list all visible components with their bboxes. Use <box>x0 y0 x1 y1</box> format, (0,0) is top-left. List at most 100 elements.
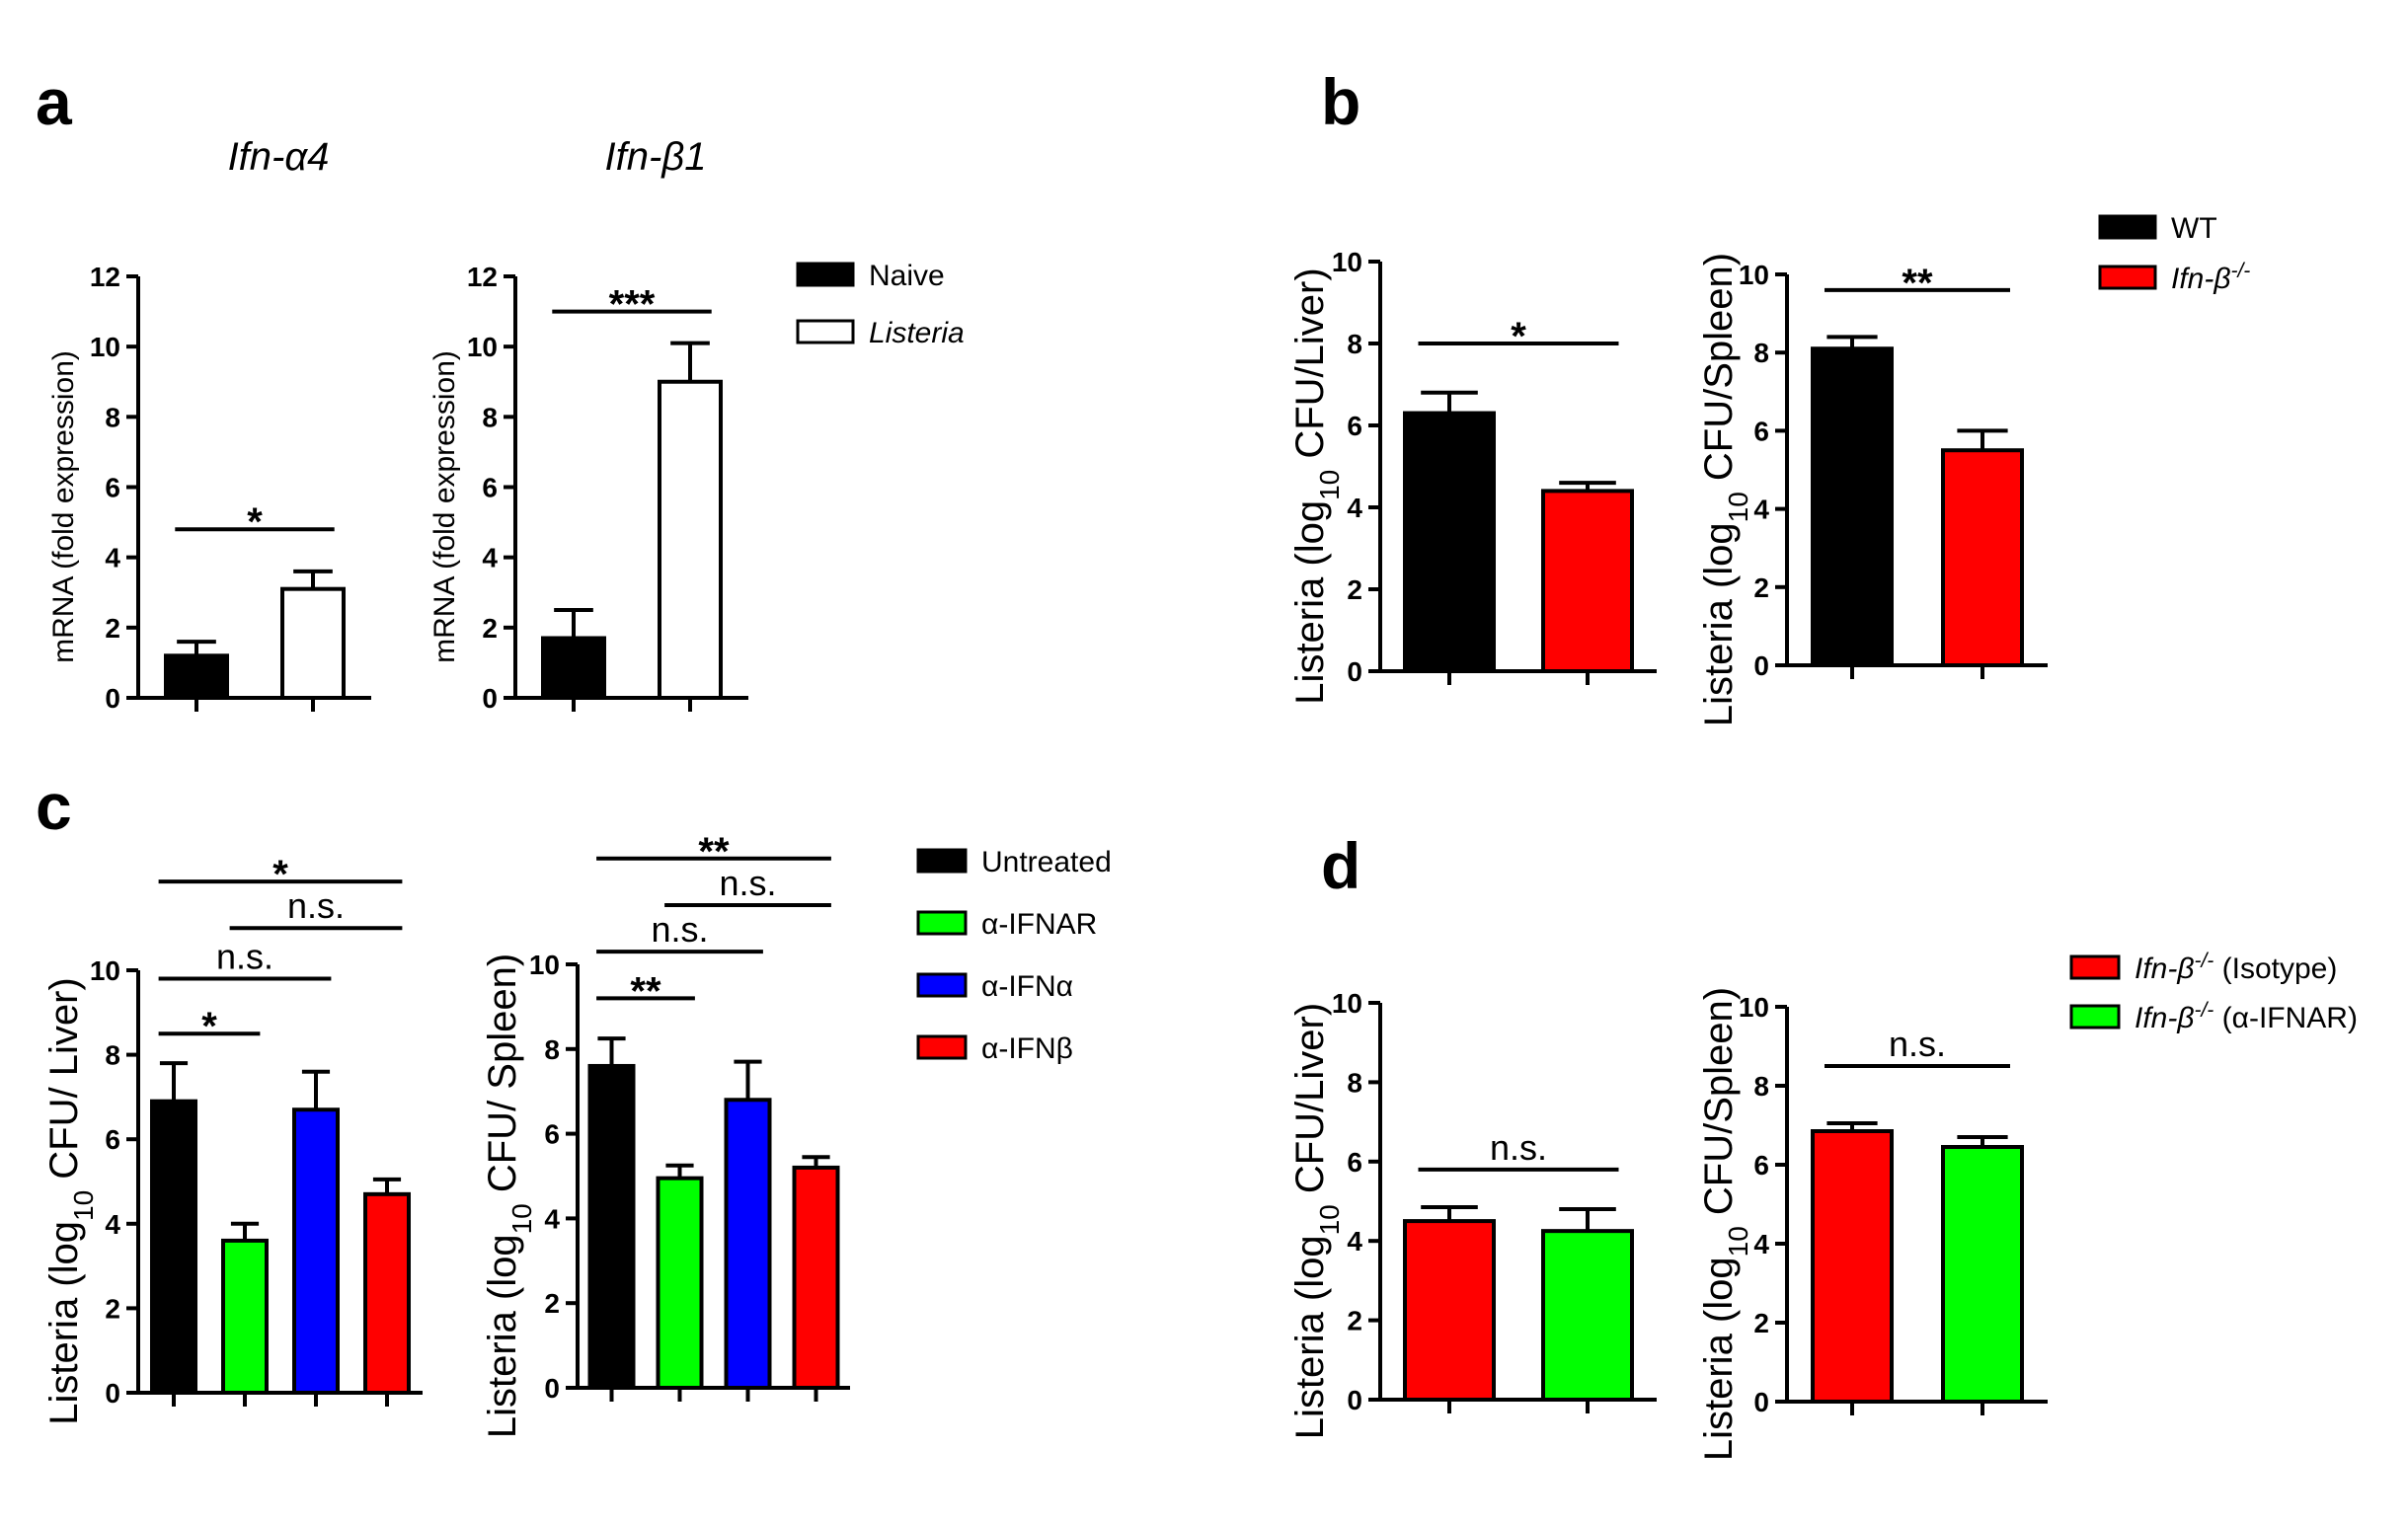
y-tick-label: 2 <box>105 1293 120 1324</box>
legend-label: Naive <box>869 260 945 292</box>
y-axis-label-sub: 10 <box>1314 1204 1345 1235</box>
y-tick-label: 0 <box>544 1373 560 1404</box>
legend-swatch <box>2069 1004 2121 1029</box>
y-axis-label-sub: 10 <box>1723 492 1753 522</box>
y-tick-label: 2 <box>1753 1308 1769 1338</box>
y-axis-label-part: Listeria (log <box>1288 500 1332 705</box>
y-tick-label: 4 <box>105 1209 120 1240</box>
significance-label: n.s. <box>216 937 273 977</box>
y-tick-label: 10 <box>529 950 560 980</box>
y-tick-label: 10 <box>90 955 120 986</box>
y-tick-label: 8 <box>482 402 498 432</box>
legend-d: Ifn-β-/- (Isotype)Ifn-β-/- (α-IFNAR) <box>2069 950 2358 1035</box>
significance-label: n.s. <box>651 909 708 950</box>
y-tick-label: 4 <box>482 543 498 573</box>
legend-label-sup: -/- <box>2194 950 2214 972</box>
legend-label: Listeria <box>869 317 965 349</box>
significance-label: ** <box>1902 262 1933 305</box>
y-tick-label: 10 <box>1332 988 1362 1019</box>
charts-layer: 0 2 4 6 8 10 12 mRNA (fold expression) * 0 2 4 6 8 10 1… <box>42 247 2048 1461</box>
y-tick-label: 8 <box>105 1040 120 1071</box>
legend-swatch <box>2098 214 2157 240</box>
chart-1: 0 2 4 6 8 10 12 mRNA (fold expression) *** <box>428 262 748 714</box>
y-axis-label-part: CFU/ Spleen) <box>481 953 524 1203</box>
y-axis-label: Listeria (log10 CFU/Spleen) <box>1697 987 1753 1461</box>
bar-ifn-isotype- <box>1811 1129 1894 1404</box>
bar--ifn- <box>292 1107 340 1395</box>
significance-label: * <box>247 500 263 544</box>
bar-ifn- <box>1541 489 1634 673</box>
y-tick-label: 8 <box>1347 329 1362 359</box>
legend-swatch <box>2098 265 2157 290</box>
y-axis-label-sub: 10 <box>68 1190 99 1221</box>
bar-ifn-ifnar- <box>1941 1145 2024 1404</box>
legend-label-main: WT <box>2171 212 2217 245</box>
y-tick-label: 6 <box>1347 1147 1362 1178</box>
y-tick-label: 8 <box>1753 338 1769 368</box>
y-tick-label: 12 <box>90 262 120 292</box>
significance-label: n.s. <box>1889 1024 1946 1064</box>
significance-label: * <box>201 1005 217 1048</box>
bar-listeria <box>280 586 346 700</box>
y-axis-label-part: Listeria (log <box>1697 522 1741 726</box>
y-tick-label: 2 <box>105 613 120 644</box>
y-axis-label: Listeria (log10 CFU/Liver) <box>1288 267 1345 704</box>
bar-ifn-isotype- <box>1403 1219 1496 1402</box>
legend-c: Untreated α-IFNAR α-IFNα α-IFNβ <box>916 846 1112 1065</box>
legend-label: WT <box>2171 212 2217 245</box>
y-tick-label: 6 <box>105 1124 120 1155</box>
y-tick-label: 6 <box>544 1119 560 1150</box>
y-axis-label: Listeria (log10 CFU/ Liver) <box>42 977 99 1425</box>
legend-label: Ifn-β-/- (Isotype) <box>2135 950 2337 986</box>
legend-label-main: Naive <box>869 260 945 292</box>
y-axis-label: Listeria (log10 CFU/Spleen) <box>1697 253 1753 726</box>
bar-wt <box>1811 346 1894 667</box>
y-tick-label: 8 <box>1753 1071 1769 1102</box>
y-axis-label-part: Listeria (log <box>481 1234 524 1438</box>
legend-a: Naive Listeria <box>796 260 965 349</box>
legend-label-main: Ifn-β <box>2135 1002 2194 1034</box>
y-tick-label: 12 <box>467 262 498 292</box>
bar-untreated <box>587 1063 636 1390</box>
legend-label-main: Ifn-β <box>2171 263 2230 295</box>
significance-label: * <box>1511 315 1526 358</box>
legend-label-sup: -/- <box>2230 260 2250 282</box>
panel-label-b: b <box>1321 65 1360 138</box>
y-axis-label-part: CFU/Liver) <box>1288 1003 1332 1204</box>
y-tick-label: 6 <box>1347 411 1362 441</box>
y-tick-label: 10 <box>467 332 498 362</box>
legend-label-main: Listeria <box>869 317 965 349</box>
y-tick-label: 0 <box>1753 1387 1769 1417</box>
y-tick-label: 2 <box>1347 574 1362 605</box>
significance-label: n.s. <box>719 863 776 903</box>
y-tick-label: 0 <box>1347 1385 1362 1415</box>
y-axis-label-part: Listeria (log <box>1697 1257 1741 1461</box>
y-tick-label: 8 <box>544 1034 560 1065</box>
y-tick-label: 6 <box>105 473 120 503</box>
y-axis-label-part: CFU/ Liver) <box>42 977 86 1190</box>
y-axis-label-part: Listeria (log <box>1288 1235 1332 1439</box>
y-tick-label: 0 <box>105 683 120 714</box>
y-tick-label: 4 <box>1753 495 1769 525</box>
bar--ifn- <box>724 1098 772 1391</box>
bar--ifn- <box>792 1165 840 1391</box>
legend-label-main: α-IFNβ <box>981 1032 1073 1065</box>
legend-label: α-IFNβ <box>981 1032 1073 1065</box>
bar-ifn- <box>1941 448 2024 668</box>
legend-label: Ifn-β-/- (α-IFNAR) <box>2135 999 2358 1035</box>
y-tick-label: 10 <box>1739 260 1769 290</box>
y-axis-label-part: CFU/Spleen) <box>1697 987 1741 1226</box>
bar--ifn- <box>363 1191 411 1395</box>
y-axis-label: Listeria (log10 CFU/ Spleen) <box>481 953 537 1438</box>
legend-label: Untreated <box>981 846 1112 878</box>
legend-label-main: α-IFNAR <box>981 908 1097 941</box>
y-axis-label: mRNA (fold expression) <box>47 350 80 663</box>
legend-label-suffix: (Isotype) <box>2214 953 2337 985</box>
y-tick-label: 4 <box>544 1203 560 1234</box>
